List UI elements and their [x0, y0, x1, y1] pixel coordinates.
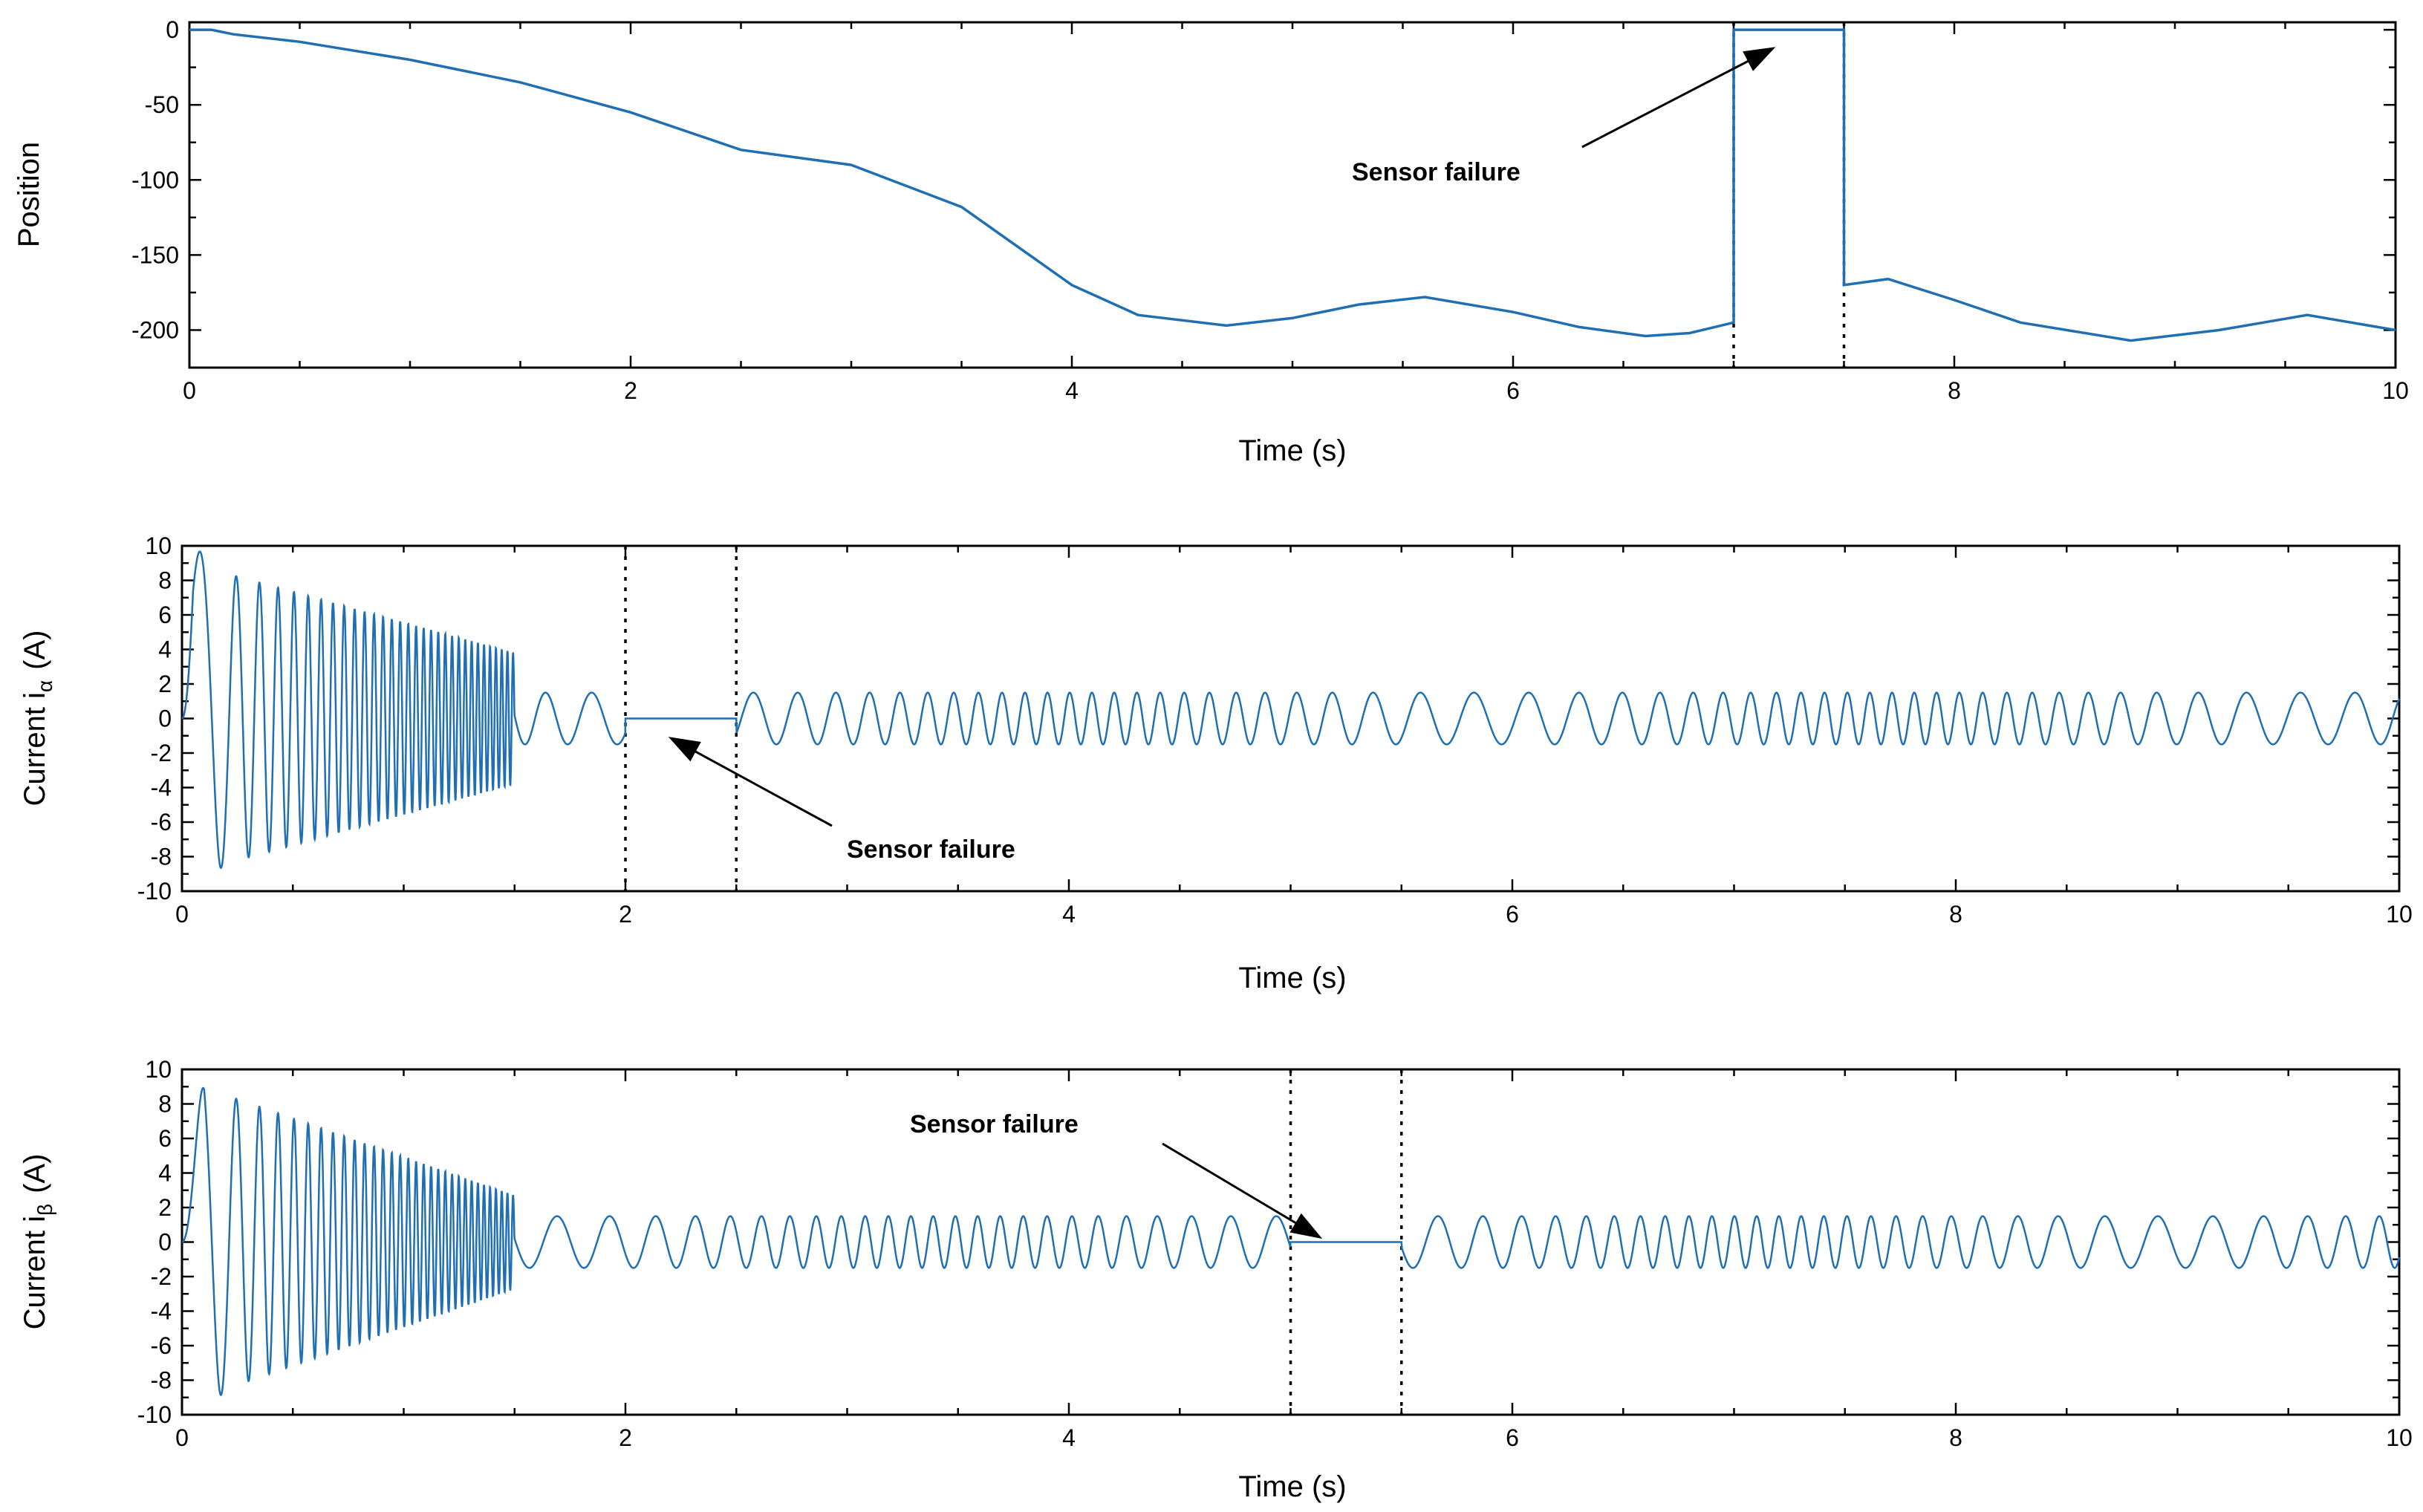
x-tick-label: 2 — [619, 1424, 632, 1451]
x-tick-label: 2 — [624, 377, 637, 404]
series-line — [189, 28, 2396, 342]
annotation-label: Sensor failure — [910, 1110, 1079, 1138]
x-axis-title: Time (s) — [1238, 1470, 1346, 1503]
panel-position: 0 2 4 6 8 10 0 -50 -100 -150 -200 Position Time (s… — [13, 16, 2409, 467]
y-tick-label: 2 — [158, 1194, 172, 1221]
y-tick-label: -8 — [151, 844, 172, 870]
y-axis-title-main: Current i — [19, 692, 51, 806]
y-tick-label: 10 — [145, 532, 172, 559]
y-tick-label: -100 — [131, 166, 179, 193]
x-axis-title: Time (s) — [1238, 434, 1346, 467]
annotation-arrow — [668, 737, 833, 827]
y-tick-label: 6 — [158, 1125, 172, 1152]
y-tick-label: 0 — [158, 1229, 172, 1256]
annotation-arrow — [1162, 1142, 1323, 1239]
x-tick-label: 2 — [619, 901, 632, 928]
x-tick-label: 0 — [183, 377, 196, 404]
tick-group: 0 2 4 6 8 10 -10 -8 -6 -4 -2 0 2 4 6 8 10 — [137, 1056, 2413, 1451]
x-tick-label: 10 — [2386, 901, 2413, 928]
y-axis-title: Current iα (A) — [19, 630, 56, 806]
y-tick-label: 4 — [158, 636, 172, 663]
annotation-label: Sensor failure — [847, 835, 1015, 864]
y-tick-label: -10 — [137, 1401, 172, 1428]
y-axis-title: Current iβ (A) — [19, 1154, 56, 1330]
y-tick-label: -8 — [151, 1367, 172, 1394]
plot-frame — [188, 21, 2397, 369]
annotation-label: Sensor failure — [1352, 158, 1521, 186]
y-tick-label: 8 — [158, 567, 172, 594]
y-axis-title-main: Current i — [19, 1216, 51, 1329]
y-tick-label: -200 — [131, 316, 179, 343]
x-tick-label: 10 — [2386, 1424, 2413, 1451]
x-tick-label: 4 — [1062, 1424, 1076, 1451]
y-tick-label: 8 — [158, 1091, 172, 1118]
y-tick-label: 0 — [166, 16, 179, 43]
x-tick-label: 0 — [175, 1424, 189, 1451]
y-tick-label: 4 — [158, 1160, 172, 1187]
y-tick-label: -6 — [151, 1332, 172, 1359]
annotation-arrow — [1581, 47, 1776, 149]
x-tick-label: 8 — [1949, 901, 1962, 928]
x-tick-label: 6 — [1506, 901, 1519, 928]
y-tick-label: 10 — [145, 1056, 172, 1083]
y-tick-label: -2 — [151, 1263, 172, 1290]
y-tick-label: 6 — [158, 602, 172, 628]
y-tick-label: 0 — [158, 706, 172, 732]
tick-group: 0 2 4 6 8 10 -10 -8 -6 -4 -2 0 2 4 6 8 10 — [137, 532, 2413, 928]
x-axis-title: Time (s) — [1238, 962, 1346, 994]
failure-markers — [1732, 22, 1846, 368]
y-axis-title-sub: α — [33, 680, 56, 692]
x-tick-label: 4 — [1065, 377, 1079, 404]
y-tick-label: -2 — [151, 740, 172, 766]
x-tick-label: 8 — [1949, 1424, 1962, 1451]
x-tick-label: 6 — [1506, 377, 1520, 404]
x-tick-label: 0 — [175, 901, 189, 928]
y-tick-label: -10 — [137, 878, 172, 905]
series-line — [181, 1086, 2401, 1397]
x-tick-label: 10 — [2382, 377, 2409, 404]
tick-group: 0 2 4 6 8 10 0 -50 -100 -150 -200 — [131, 16, 2409, 404]
y-tick-label: -4 — [151, 775, 172, 801]
series-line — [181, 550, 2401, 870]
y-axis-title-unit: (A) — [19, 1154, 51, 1193]
x-tick-label: 4 — [1062, 901, 1076, 928]
y-tick-label: -6 — [151, 809, 172, 835]
y-axis-title-unit: (A) — [19, 630, 51, 670]
y-tick-label: -4 — [151, 1298, 172, 1325]
y-axis-title: Position — [13, 142, 45, 247]
y-tick-label: -150 — [131, 241, 179, 268]
x-tick-label: 6 — [1506, 1424, 1519, 1451]
y-axis-title-sub: β — [33, 1204, 56, 1216]
y-tick-label: -50 — [145, 91, 179, 118]
y-tick-label: 2 — [158, 671, 172, 697]
x-tick-label: 8 — [1948, 377, 1961, 404]
